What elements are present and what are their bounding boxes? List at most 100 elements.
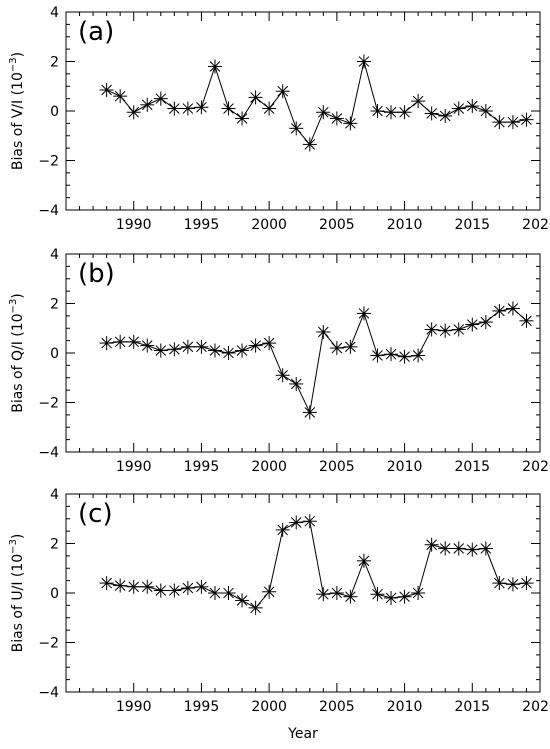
data-point-asterisk (451, 541, 466, 556)
x-tick-label: 2000 (251, 699, 287, 715)
x-tick-label: 2020 (522, 699, 550, 715)
x-tick-label: 1990 (116, 699, 152, 715)
series-line (106, 307, 527, 415)
data-point-asterisk (343, 339, 358, 354)
data-point-asterisk (248, 90, 263, 105)
panel-3: 1990 1995 2000 2005 2010 2015 2020 −4 −2 0 2 4 Bias … (8, 487, 550, 742)
y-axis-label-close: ) (10, 293, 26, 298)
data-point-asterisk (451, 322, 466, 337)
y-tick-label: 4 (50, 487, 59, 503)
plot-frame (65, 253, 541, 453)
data-point-asterisk (424, 106, 439, 121)
y-axis-label-main: Bias of U/I (10 (10, 554, 26, 653)
data-point-asterisk (180, 101, 195, 116)
x-tick-label: 2010 (387, 217, 423, 233)
data-point-asterisk (356, 306, 371, 321)
panel-2: 1990 1995 2000 2005 2010 2015 2020 −4 −2 0 2 4 Bias … (8, 247, 550, 475)
data-point-asterisk (167, 583, 182, 598)
data-point-asterisk (478, 104, 493, 118)
data-point-asterisk (302, 514, 317, 529)
data-point-asterisk (438, 108, 453, 123)
data-point-asterisk (478, 315, 493, 330)
data-point-asterisk (99, 336, 114, 351)
data-point-asterisk (140, 97, 155, 112)
panel-label: (c) (78, 499, 113, 529)
x-tick-label: 2015 (454, 459, 490, 475)
data-point-asterisk (302, 137, 317, 152)
data-point-asterisk (356, 553, 371, 568)
data-point-asterisk (397, 589, 412, 604)
data-point-asterisk (492, 115, 507, 130)
x-tick-label: 2005 (319, 699, 355, 715)
x-tick-label: 2000 (251, 459, 287, 475)
data-point-asterisk (302, 405, 317, 420)
data-point-asterisk (113, 334, 128, 349)
data-point-asterisk (207, 59, 222, 74)
x-tick-label: 2010 (387, 699, 423, 715)
data-point-asterisk (153, 91, 168, 106)
x-tick-label: 1990 (116, 217, 152, 233)
data-point-asterisk (411, 348, 426, 363)
x-tick-label: 2015 (454, 699, 490, 715)
data-point-asterisk (505, 115, 520, 130)
data-point-asterisk (397, 349, 412, 364)
series-line (106, 61, 527, 146)
data-point-asterisk (221, 101, 236, 116)
y-tick-label: 4 (50, 247, 59, 263)
data-point-asterisk (438, 541, 453, 556)
x-tick-label: 2000 (251, 217, 287, 233)
y-axis-label-exponent: −3 (8, 539, 19, 554)
panel-label: (b) (78, 259, 115, 289)
data-point-asterisk (126, 105, 141, 120)
plot-frame (65, 11, 541, 211)
data-point-asterisk (180, 581, 195, 596)
y-axis-label: Bias of V/I (10−3) (8, 52, 26, 170)
x-tick-label: 1995 (184, 217, 220, 233)
data-point-asterisk (343, 116, 358, 131)
data-point-asterisk (343, 589, 358, 604)
y-tick-label: 0 (50, 346, 59, 362)
data-point-asterisk (113, 89, 128, 104)
data-point-asterisk (180, 339, 195, 354)
data-point-asterisk (221, 586, 236, 600)
data-point-asterisk (519, 576, 534, 591)
data-point-asterisk (519, 112, 534, 127)
data-point-asterisk (505, 577, 520, 592)
data-point-asterisk (384, 105, 399, 120)
data-point-asterisk (329, 341, 344, 356)
data-point-asterisk (478, 541, 493, 556)
data-point-asterisk (275, 84, 290, 99)
data-point-asterisk (126, 579, 141, 594)
data-point-asterisk (356, 54, 371, 69)
data-point-asterisk (153, 583, 168, 598)
data-point-asterisk (424, 322, 439, 337)
y-axis-label-main: Bias of V/I (10 (10, 72, 26, 170)
y-axis-label-close: ) (10, 52, 26, 57)
data-point-asterisk (289, 376, 304, 391)
y-axis-label: Bias of U/I (10−3) (8, 534, 26, 653)
data-point-asterisk (424, 537, 439, 552)
x-axis-label: Year (287, 726, 318, 742)
y-tick-label: −4 (38, 685, 59, 701)
data-point-asterisk (316, 587, 331, 602)
data-point-asterisk (275, 522, 290, 537)
data-point-asterisk (370, 104, 385, 118)
data-point-asterisk (99, 82, 114, 97)
y-axis-label-exponent: −3 (8, 299, 19, 314)
data-point-asterisk (221, 346, 236, 360)
y-tick-label: −4 (38, 445, 59, 461)
data-point-asterisk (126, 334, 141, 349)
x-tick-label: 2010 (387, 459, 423, 475)
data-point-asterisk (370, 348, 385, 363)
data-point-asterisk (194, 579, 209, 594)
data-point-asterisk (329, 586, 344, 600)
data-point-asterisk (248, 600, 263, 615)
data-point-asterisk (194, 100, 209, 115)
y-tick-label: 0 (50, 586, 59, 602)
panel-label: (a) (78, 17, 114, 47)
data-point-asterisk (235, 343, 250, 358)
data-point-asterisk (438, 323, 453, 338)
y-tick-label: −2 (38, 154, 59, 170)
data-point-asterisk (465, 542, 480, 557)
